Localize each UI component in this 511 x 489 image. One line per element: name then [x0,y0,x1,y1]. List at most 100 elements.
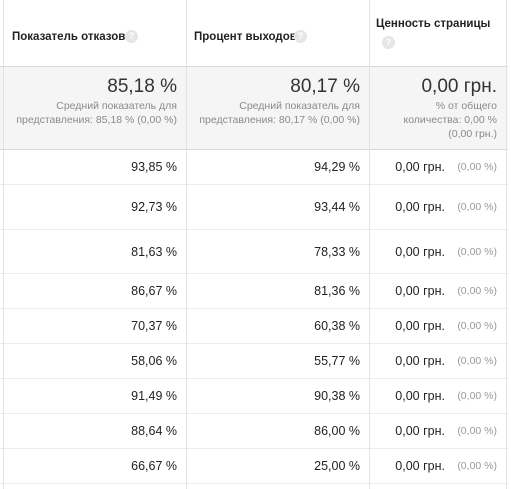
exit-cell: 81,36 % [187,274,369,308]
help-icon[interactable]: ? [125,30,138,43]
bounce-value: 92,73 % [131,200,177,214]
page-value: 0,00 грн. [395,244,445,259]
summary-page-value-value: 0,00 грн. [421,76,497,97]
table-row: 70,37 % 60,38 % 0,00 грн. (0,00 %) [0,309,508,344]
header-bounce-rate[interactable]: Показатель отказов ? [3,0,186,66]
page-value-pct: (0,00 %) [457,201,497,213]
bounce-cell: 58,06 % [3,344,186,378]
summary-bounce-sub1: Средний показатель для [56,100,177,112]
page-value: 0,00 грн. [395,200,445,214]
bounce-value: 93,85 % [131,160,177,174]
exit-cell: 55,77 % [187,344,369,378]
page-value-cell: 0,00 грн. (0,00 %) [370,449,506,483]
exit-value: 78,33 % [314,244,360,259]
page-value-pct: (0,00 %) [457,355,497,367]
table-row: 86,67 % 81,36 % 0,00 грн. (0,00 %) [0,274,508,309]
column-divider [506,0,507,489]
column-divider [186,0,187,489]
header-exit-rate-label[interactable]: Процент выходов [194,31,297,43]
summary-exit-sub2: представления: 80,17 % (0,00 %) [199,114,360,126]
help-icon[interactable]: ? [382,36,395,49]
header-exit-rate[interactable]: Процент выходов ? [187,0,369,66]
page-value-cell: 0,00 грн. (0,00 %) [370,309,506,343]
exit-cell: 93,44 % [187,185,369,229]
bounce-cell: 93,85 % [3,150,186,184]
summary-page-value-sub2: количества: 0,00 % [403,114,497,126]
exit-value: 55,77 % [314,354,360,368]
page-value: 0,00 грн. [395,459,445,473]
summary-exit-sub1: Средний показатель для [239,100,360,112]
summary-page-value-sub3: (0,00 грн.) [448,128,497,140]
bounce-cell: 81,63 % [3,230,186,273]
table-row: 92,73 % 93,44 % 0,00 грн. (0,00 %) [0,185,508,230]
header-page-value-label[interactable]: Ценность страницы [376,18,491,30]
header-page-value[interactable]: Ценность страницы ? [370,0,506,66]
exit-cell: 78,33 % [187,230,369,273]
page-value: 0,00 грн. [395,424,445,438]
header-bounce-rate-label[interactable]: Показатель отказов [12,31,126,43]
exit-value: 90,38 % [314,389,360,403]
bounce-value: 88,64 % [131,424,177,438]
bounce-value: 70,37 % [131,319,177,333]
table-header: Показатель отказов ? Процент выходов ? Ц… [0,0,508,67]
bounce-value: 86,67 % [131,284,177,298]
table-row: 88,64 % 86,00 % 0,00 грн. (0,00 %) [0,414,508,449]
exit-cell: 86,00 % [187,414,369,448]
summary-exit-value: 80,17 % [290,76,360,97]
summary-page-value-sub1: % от общего [435,100,497,112]
bounce-cell: 92,73 % [3,185,186,229]
exit-value: 93,44 % [314,200,360,214]
page-value-cell: 0,00 грн. (0,00 %) [370,274,506,308]
page-value-pct: (0,00 %) [457,425,497,437]
page-value-pct: (0,00 %) [457,161,497,173]
page-value-cell: 0,00 грн. (0,00 %) [370,379,506,413]
table-row: 66,67 % 25,00 % 0,00 грн. (0,00 %) [0,449,508,484]
page-value-cell: 0,00 грн. (0,00 %) [370,414,506,448]
page-value: 0,00 грн. [395,389,445,403]
exit-cell: 60,38 % [187,309,369,343]
exit-value: 25,00 % [314,459,360,473]
table-row: 91,49 % 90,38 % 0,00 грн. (0,00 %) [0,379,508,414]
table-row: 58,06 % 55,77 % 0,00 грн. (0,00 %) [0,344,508,379]
exit-cell: 94,29 % [187,150,369,184]
bounce-value: 58,06 % [131,354,177,368]
bounce-cell: 66,67 % [3,449,186,483]
exit-cell: 25,00 % [187,449,369,483]
page-value: 0,00 грн. [395,284,445,298]
page-value-cell: 0,00 грн. (0,00 %) [370,344,506,378]
bounce-cell: 91,49 % [3,379,186,413]
page-value-cell: 0,00 грн. (0,00 %) [370,185,506,229]
bounce-cell: 70,37 % [3,309,186,343]
summary-page-value: 0,00 грн. % от общего количества: 0,00 %… [370,67,506,149]
page-value-cell: 0,00 грн. (0,00 %) [370,230,506,273]
exit-value: 81,36 % [314,284,360,298]
exit-value: 60,38 % [314,319,360,333]
table-row: 81,63 % 78,33 % 0,00 грн. (0,00 %) [0,230,508,274]
page-value-cell: 0,00 грн. (0,00 %) [370,150,506,184]
page-value-pct: (0,00 %) [457,320,497,332]
summary-exit-rate: 80,17 % Средний показатель для представл… [187,67,369,149]
bounce-value: 66,67 % [131,459,177,473]
page-value: 0,00 грн. [395,319,445,333]
summary-row: 85,18 % Средний показатель для представл… [0,67,508,150]
bounce-value: 91,49 % [131,389,177,403]
exit-cell: 90,38 % [187,379,369,413]
page-value: 0,00 грн. [395,354,445,368]
page-value-pct: (0,00 %) [457,285,497,297]
summary-bounce-value: 85,18 % [107,76,177,97]
table-row: 93,85 % 94,29 % 0,00 грн. (0,00 %) [0,150,508,185]
page-value-pct: (0,00 %) [457,245,497,258]
bounce-value: 81,63 % [131,244,177,259]
column-divider [369,0,370,489]
help-icon[interactable]: ? [294,30,307,43]
bounce-cell: 86,67 % [3,274,186,308]
exit-value: 94,29 % [314,160,360,174]
page-value-pct: (0,00 %) [457,460,497,472]
page-value-pct: (0,00 %) [457,390,497,402]
exit-value: 86,00 % [314,424,360,438]
summary-bounce-rate: 85,18 % Средний показатель для представл… [3,67,186,149]
bounce-cell: 88,64 % [3,414,186,448]
summary-bounce-sub2: представления: 85,18 % (0,00 %) [16,114,177,126]
column-divider [3,0,4,489]
